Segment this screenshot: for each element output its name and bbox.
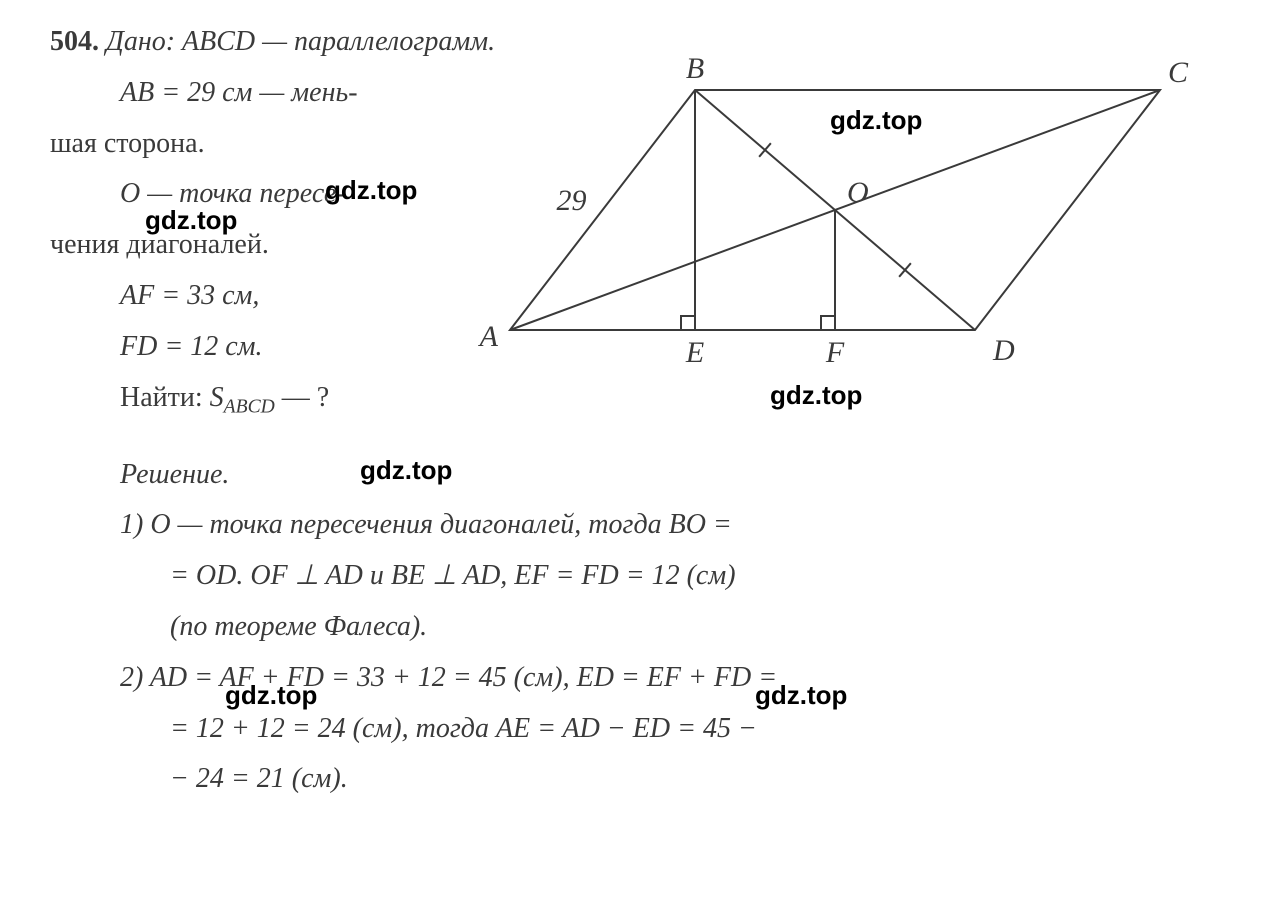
find-tail: — ? [275, 382, 329, 413]
right-angle-f [821, 316, 835, 330]
given-l5: чения диагоналей. [50, 223, 510, 268]
label-f: F [825, 336, 845, 369]
given-l2: AB = 29 см — мень- [50, 71, 510, 116]
problem-number: 504. [50, 26, 99, 57]
label-o: O [847, 176, 869, 209]
watermark: gdz.top [770, 380, 862, 411]
watermark: gdz.top [830, 105, 922, 136]
label-a: A [478, 320, 499, 353]
watermark: gdz.top [145, 205, 237, 236]
label-e: E [685, 336, 704, 369]
given-l3: шая сторона. [50, 122, 510, 167]
solution-label: Решение. [50, 453, 1212, 498]
problem-header: 504. Дано: ABCD — параллелограмм. [50, 20, 1212, 65]
solution-s2c: − 24 = 21 (см). [50, 757, 1212, 802]
label-b: B [686, 52, 704, 85]
solution-block: Решение. 1) O — точка пересечения диагон… [50, 453, 1212, 803]
watermark: gdz.top [225, 680, 317, 711]
find-line: Найти: SABCD — ? [50, 376, 510, 423]
solution-s1c: (по теореме Фалеса). [50, 605, 1212, 650]
given-l1a: ABCD — параллелограмм. [182, 26, 495, 57]
watermark: gdz.top [325, 175, 417, 206]
label-c: C [1168, 56, 1189, 89]
right-angle-e [681, 316, 695, 330]
find-var: S [210, 382, 224, 413]
given-l7: FD = 12 см. [50, 325, 510, 370]
label-29: 29 [557, 184, 587, 217]
solution-s1: 1) O — точка пересечения диагоналей, тог… [50, 503, 1212, 548]
watermark: gdz.top [360, 455, 452, 486]
solution-s2b: = 12 + 12 = 24 (см), тогда AE = AD − ED … [50, 707, 1212, 752]
given-l6: AF = 33 см, [50, 274, 510, 319]
label-d: D [992, 334, 1015, 367]
watermark: gdz.top [755, 680, 847, 711]
find-label: Найти: [120, 382, 210, 413]
given-label: Дано: [106, 26, 175, 57]
given-l4: O — точка пересе- [50, 172, 510, 217]
solution-s1b: = OD. OF ⊥ AD и BE ⊥ AD, EF = FD = 12 (с… [50, 554, 1212, 599]
find-sub: ABCD [224, 396, 275, 417]
